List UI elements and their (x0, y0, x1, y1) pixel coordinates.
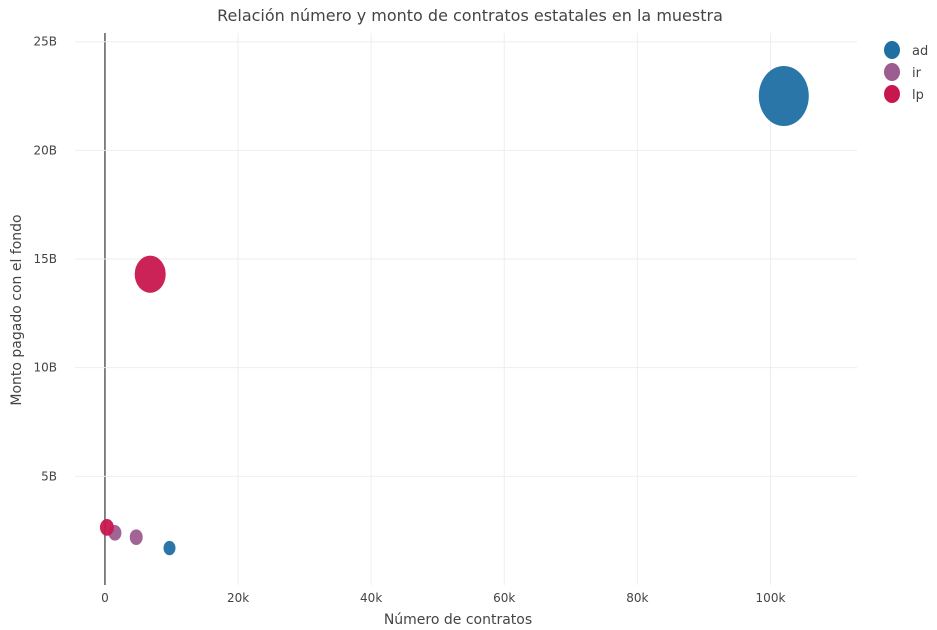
bubble-lp (134, 255, 166, 293)
y-tick-label: 15B (33, 252, 57, 266)
x-tick-label: 40k (360, 591, 382, 605)
y-tick-label: 25B (33, 35, 57, 49)
ticks: 0 20k 40k 60k 80k 100k 5B 10B 15B 20B 25B (33, 35, 785, 605)
legend-label-ir: ir (912, 66, 922, 81)
x-tick-label: 60k (493, 591, 515, 605)
y-axis-label: Monto pagado con el fondo (9, 214, 25, 405)
bubble-lp (99, 519, 114, 536)
legend-marker-ir (884, 63, 900, 81)
legend-label-ad: ad (912, 44, 928, 59)
y-tick-label: 5B (41, 469, 57, 483)
x-tick-label: 100k (756, 591, 786, 605)
bubble-ad (163, 540, 176, 556)
marks (99, 66, 809, 556)
legend: ad ir lp (884, 41, 928, 103)
x-tick-label: 80k (626, 591, 648, 605)
bubble-ir (129, 529, 143, 545)
bubble-ad (758, 66, 809, 127)
x-tick-label: 20k (227, 591, 249, 605)
y-tick-label: 10B (33, 361, 57, 375)
grid (75, 33, 857, 585)
x-tick-label: 0 (101, 591, 109, 605)
legend-marker-ad (884, 41, 900, 59)
legend-label-lp: lp (912, 88, 924, 103)
chart-title: Relación número y monto de contratos est… (217, 6, 723, 25)
x-axis-label: Número de contratos (384, 612, 532, 628)
y-tick-label: 20B (33, 143, 57, 157)
legend-marker-lp (884, 85, 900, 103)
